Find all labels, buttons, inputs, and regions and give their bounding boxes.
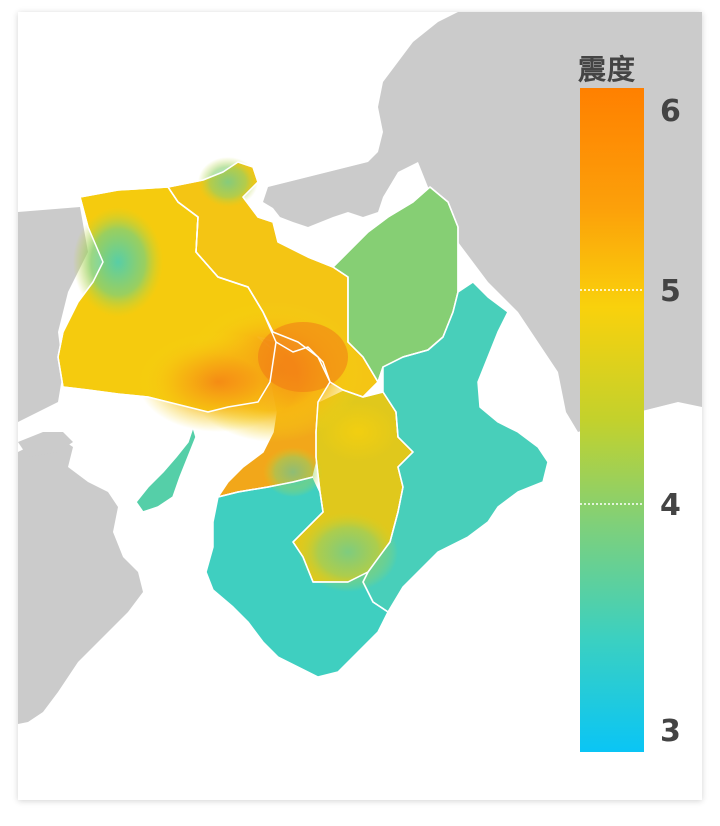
- intensity-overlay: [73, 157, 398, 592]
- legend-title: 震度: [578, 53, 637, 86]
- intensity-map[interactable]: [18, 12, 702, 800]
- awaji-island[interactable]: [135, 426, 197, 513]
- chugoku-land: [18, 207, 88, 422]
- legend-tick-4: 4: [660, 488, 681, 523]
- prefecture-borders: [57, 161, 459, 613]
- legend-tick-5: 5: [660, 274, 681, 309]
- legend-tick-3: 3: [660, 714, 681, 749]
- island-left: [18, 432, 73, 457]
- map-card: 震度 6 5 4 3: [18, 12, 702, 800]
- legend-tick-6: 6: [660, 94, 681, 129]
- legend-color-bar: [580, 88, 644, 752]
- shikoku-land: [18, 437, 143, 724]
